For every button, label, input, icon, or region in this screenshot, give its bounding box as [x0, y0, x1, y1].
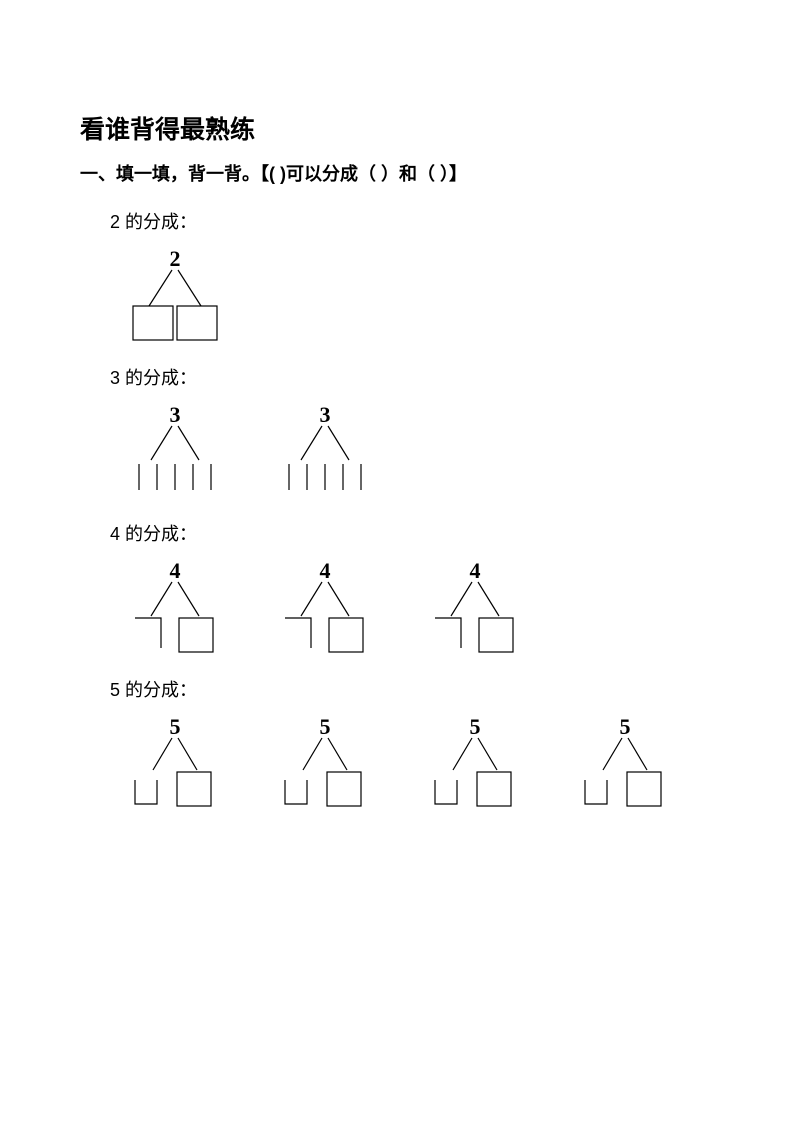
section-label: 4 的分成： — [110, 520, 713, 546]
sections-container: 2 的分成： 2 3 的分成： 3 3 4 的分成： 4 4 4 5 的分成： … — [80, 208, 713, 814]
top-number: 4 — [320, 558, 331, 583]
decomposition-diagram: 3 — [120, 402, 230, 502]
top-number: 4 — [170, 558, 181, 583]
decomposition-diagram: 5 — [270, 714, 380, 814]
top-number: 4 — [470, 558, 481, 583]
section-label: 5 的分成： — [110, 676, 713, 702]
decomposition-diagram: 4 — [420, 558, 530, 658]
top-number: 2 — [170, 246, 181, 271]
top-number: 5 — [170, 714, 181, 739]
decomposition-diagram: 4 — [120, 558, 230, 658]
decomposition-diagram: 5 — [120, 714, 230, 814]
diagram-row: 2 — [120, 246, 713, 346]
decomposition-diagram: 2 — [120, 246, 230, 346]
section-label: 3 的分成： — [110, 364, 713, 390]
decomposition-diagram: 5 — [570, 714, 680, 814]
page: 看谁背得最熟练 一、填一填，背一背。【( )可以分成（ ）和（ ）】 2 的分成… — [0, 0, 793, 814]
diagram-row: 4 4 4 — [120, 558, 713, 658]
diagram-row: 3 3 — [120, 402, 713, 502]
diagram-row: 5 5 5 5 — [120, 714, 713, 814]
decomposition-diagram: 4 — [270, 558, 380, 658]
top-number: 5 — [470, 714, 481, 739]
page-title: 看谁背得最熟练 — [80, 110, 713, 146]
top-number: 3 — [320, 402, 331, 427]
decomposition-diagram: 3 — [270, 402, 380, 502]
decomposition-diagram: 5 — [420, 714, 530, 814]
section-label: 2 的分成： — [110, 208, 713, 234]
top-number: 3 — [170, 402, 181, 427]
instruction-text: 一、填一填，背一背。【( )可以分成（ ）和（ ）】 — [80, 160, 713, 186]
top-number: 5 — [620, 714, 631, 739]
top-number: 5 — [320, 714, 331, 739]
